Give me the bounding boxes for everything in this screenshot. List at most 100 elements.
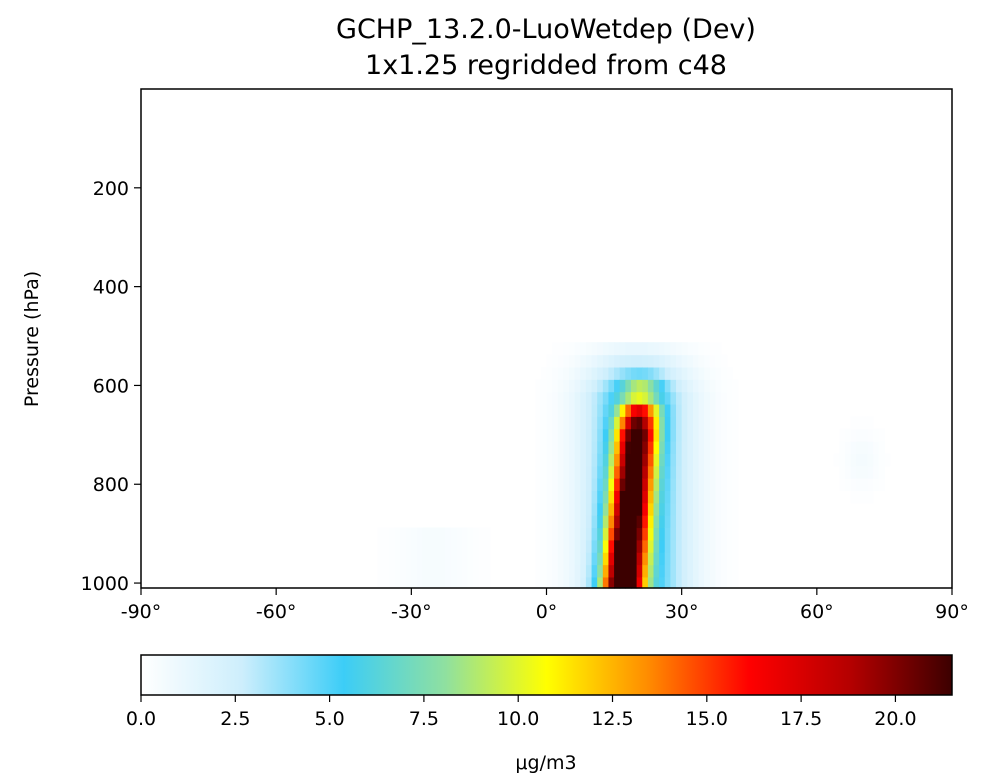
heatmap-cell bbox=[552, 502, 559, 516]
heatmap-cell bbox=[681, 539, 688, 553]
heatmap-cell bbox=[687, 576, 694, 589]
heatmap-cell bbox=[405, 552, 412, 566]
heatmap-cell bbox=[439, 576, 446, 589]
heatmap-cell bbox=[642, 515, 649, 529]
heatmap-cell bbox=[653, 478, 660, 492]
heatmap-cell bbox=[473, 564, 480, 578]
heatmap-cell bbox=[704, 416, 711, 430]
heatmap-cell bbox=[715, 391, 722, 405]
heatmap-cell bbox=[535, 576, 542, 589]
heatmap-cell bbox=[664, 441, 671, 454]
heatmap-cell bbox=[580, 354, 587, 368]
heatmap-cell bbox=[630, 366, 638, 380]
heatmap-cell bbox=[585, 478, 593, 492]
heatmap-cell bbox=[591, 552, 598, 566]
heatmap-cell bbox=[625, 354, 632, 368]
heatmap-cell bbox=[732, 515, 739, 529]
heatmap-cell bbox=[433, 564, 441, 578]
heatmap-cell bbox=[670, 379, 677, 393]
heatmap-cell bbox=[698, 527, 705, 541]
heatmap-cell bbox=[552, 478, 559, 492]
heatmap-cell bbox=[540, 490, 548, 504]
heatmap-cell bbox=[552, 366, 559, 380]
heatmap-cell bbox=[647, 403, 655, 417]
heatmap-cell bbox=[670, 428, 677, 442]
heatmap-cell bbox=[659, 366, 666, 380]
heatmap-cell bbox=[709, 490, 717, 504]
heatmap-cell bbox=[608, 453, 615, 467]
heatmap-cell bbox=[698, 478, 705, 492]
heatmap-cell bbox=[445, 527, 452, 541]
heatmap-cell bbox=[597, 366, 604, 380]
heatmap-cell bbox=[591, 465, 598, 479]
heatmap-cell bbox=[698, 539, 705, 553]
heatmap-cell bbox=[625, 552, 632, 566]
heatmap-cell bbox=[850, 428, 857, 442]
heatmap-cell bbox=[535, 391, 542, 405]
heatmap-cell bbox=[602, 539, 610, 553]
heatmap-cell bbox=[670, 490, 677, 504]
heatmap-cell bbox=[681, 515, 688, 529]
heatmap-cell bbox=[619, 366, 626, 380]
heatmap-cell bbox=[715, 342, 722, 356]
heatmap-cell bbox=[636, 453, 643, 467]
heatmap-cell bbox=[580, 564, 587, 578]
heatmap-cell bbox=[715, 465, 722, 479]
heatmap-cell bbox=[709, 515, 717, 529]
y-axis-label: Pressure (hPa) bbox=[21, 271, 43, 407]
heatmap-cell bbox=[445, 539, 452, 553]
heatmap-cell bbox=[619, 539, 626, 553]
heatmap-cell bbox=[608, 564, 615, 578]
heatmap-cell bbox=[450, 539, 457, 553]
heatmap-cell bbox=[732, 391, 739, 405]
heatmap-cell bbox=[574, 576, 581, 589]
heatmap-cell bbox=[653, 441, 660, 454]
heatmap-cell bbox=[630, 428, 638, 442]
heatmap-cell bbox=[585, 465, 593, 479]
heatmap-cell bbox=[861, 441, 869, 454]
heatmap-cell bbox=[591, 354, 598, 368]
heatmap-cell bbox=[557, 564, 564, 578]
heatmap-cell bbox=[687, 478, 694, 492]
heatmap-cell bbox=[614, 391, 621, 405]
heatmap-cell bbox=[557, 416, 564, 430]
heatmap-cell bbox=[726, 502, 733, 516]
heatmap-cell bbox=[614, 379, 621, 393]
heatmap-cell bbox=[574, 391, 581, 405]
heatmap-cell bbox=[557, 576, 564, 589]
heatmap-cell bbox=[569, 564, 576, 578]
heatmap-cell bbox=[681, 379, 688, 393]
heatmap-cell bbox=[597, 465, 604, 479]
heatmap-cell bbox=[574, 515, 581, 529]
heatmap-cell bbox=[642, 366, 649, 380]
heatmap-cell bbox=[647, 564, 655, 578]
heatmap-cell bbox=[614, 354, 621, 368]
heatmap-cell bbox=[709, 465, 717, 479]
heatmap-cell bbox=[563, 453, 570, 467]
heatmap-cell bbox=[878, 478, 886, 492]
heatmap-cell bbox=[625, 576, 632, 589]
heatmap-cell bbox=[580, 465, 587, 479]
heatmap-cell bbox=[647, 576, 655, 589]
heatmap-cell bbox=[467, 576, 474, 589]
heatmap-cell bbox=[709, 539, 717, 553]
heatmap-cell bbox=[411, 552, 418, 566]
heatmap-cell bbox=[704, 428, 711, 442]
heatmap-cell bbox=[540, 515, 548, 529]
heatmap-cell bbox=[456, 564, 463, 578]
heatmap-cell bbox=[625, 478, 632, 492]
heatmap-cell bbox=[540, 441, 548, 454]
heatmap-cell bbox=[552, 564, 559, 578]
heatmap-cell bbox=[653, 527, 660, 541]
heatmap-cell bbox=[856, 416, 863, 430]
heatmap-cell bbox=[642, 391, 649, 405]
heatmap-cell bbox=[653, 564, 660, 578]
heatmap-cell bbox=[602, 428, 610, 442]
heatmap-cell bbox=[597, 391, 604, 405]
heatmap-cell bbox=[580, 379, 587, 393]
heatmap-cell bbox=[692, 478, 700, 492]
heatmap-cell bbox=[416, 539, 424, 553]
heatmap-cell bbox=[698, 453, 705, 467]
heatmap-cell bbox=[546, 379, 553, 393]
heatmap-cell bbox=[619, 576, 626, 589]
